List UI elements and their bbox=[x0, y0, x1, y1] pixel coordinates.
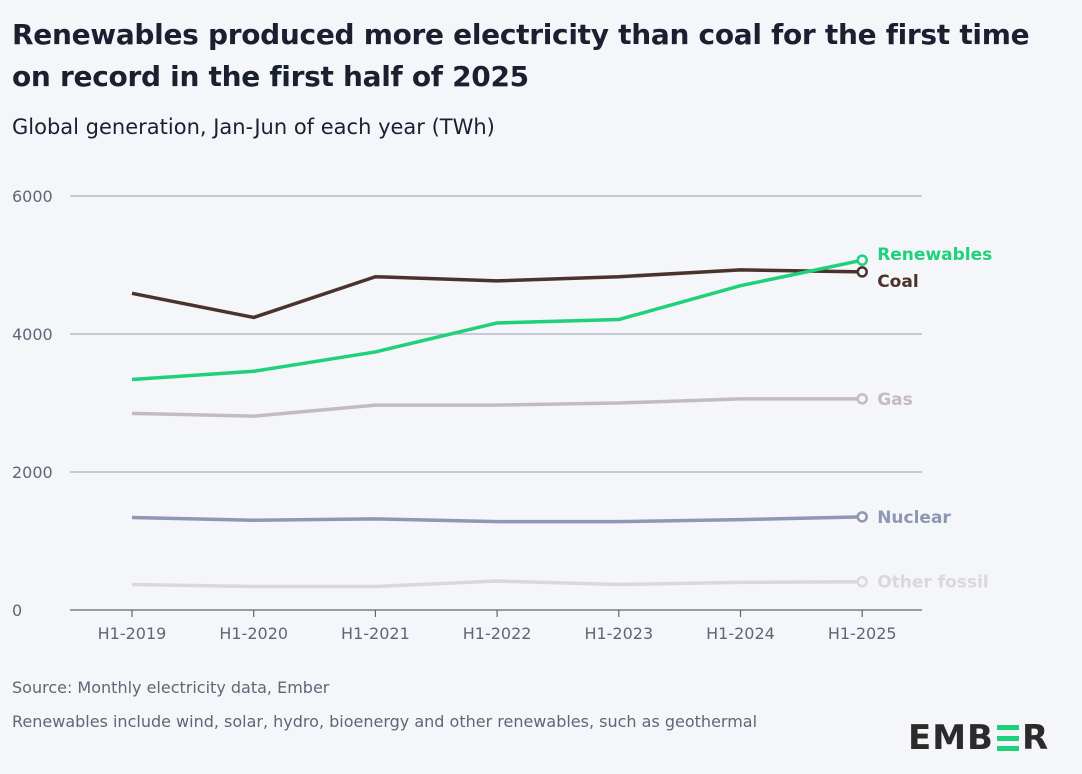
series-label: Renewables bbox=[877, 245, 992, 265]
end-point-marker bbox=[856, 575, 868, 588]
y-tick-label: 0 bbox=[12, 601, 22, 620]
end-point-marker bbox=[856, 254, 868, 266]
series-label: Gas bbox=[877, 390, 913, 410]
x-tick-label: H1-2020 bbox=[219, 624, 288, 643]
series-line-other-fossil bbox=[131, 579, 863, 589]
x-tick-label: H1-2021 bbox=[341, 624, 410, 643]
y-tick-label: 4000 bbox=[12, 325, 53, 344]
series-line-renewables bbox=[131, 258, 863, 382]
x-tick-label: H1-2024 bbox=[706, 624, 775, 643]
ember-logo: EMB R bbox=[908, 718, 1050, 758]
renewables-note: Renewables include wind, solar, hydro, b… bbox=[12, 712, 758, 731]
x-tick-label: H1-2019 bbox=[98, 624, 167, 643]
y-tick-label: 2000 bbox=[12, 463, 53, 482]
chart-subtitle: Global generation, Jan-Jun of each year … bbox=[12, 115, 495, 139]
x-tick-label: H1-2022 bbox=[463, 624, 532, 643]
series-label: Nuclear bbox=[877, 508, 951, 528]
y-tick-label: 6000 bbox=[12, 187, 53, 206]
series-label: Coal bbox=[877, 272, 918, 292]
chart-title: Renewables produced more electricity tha… bbox=[12, 18, 1030, 93]
series-line-coal bbox=[131, 268, 863, 320]
x-tick-label: H1-2025 bbox=[828, 624, 897, 643]
series-line-nuclear bbox=[131, 515, 863, 524]
end-point-marker bbox=[856, 266, 868, 278]
series-line-gas bbox=[131, 397, 863, 418]
end-point-marker bbox=[856, 511, 868, 523]
series-label: Other fossil bbox=[877, 573, 988, 593]
x-tick-label: H1-2023 bbox=[584, 624, 653, 643]
source-note: Source: Monthly electricity data, Ember bbox=[12, 678, 330, 697]
end-point-marker bbox=[856, 393, 868, 405]
